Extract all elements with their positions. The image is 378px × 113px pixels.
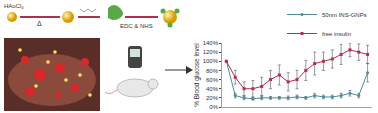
svg-text:60%: 60%	[206, 77, 219, 83]
svg-text:20%: 20%	[206, 95, 219, 101]
svg-text:0%: 0%	[209, 104, 218, 110]
svg-text:Δ: Δ	[37, 20, 42, 27]
svg-text:50nm INS-GNPs: 50nm INS-GNPs	[322, 12, 367, 18]
svg-text:% Blood glucose level: % Blood glucose level	[193, 43, 201, 107]
svg-text:140%: 140%	[203, 40, 219, 46]
svg-text:free insulin: free insulin	[322, 31, 351, 37]
svg-text:HAuCl₄: HAuCl₄	[4, 3, 24, 9]
svg-text:EDC & NHS: EDC & NHS	[120, 23, 153, 29]
svg-text:100%: 100%	[203, 58, 219, 64]
svg-text:120%: 120%	[203, 49, 219, 55]
svg-text:80%: 80%	[206, 68, 219, 74]
svg-text:40%: 40%	[206, 86, 219, 92]
